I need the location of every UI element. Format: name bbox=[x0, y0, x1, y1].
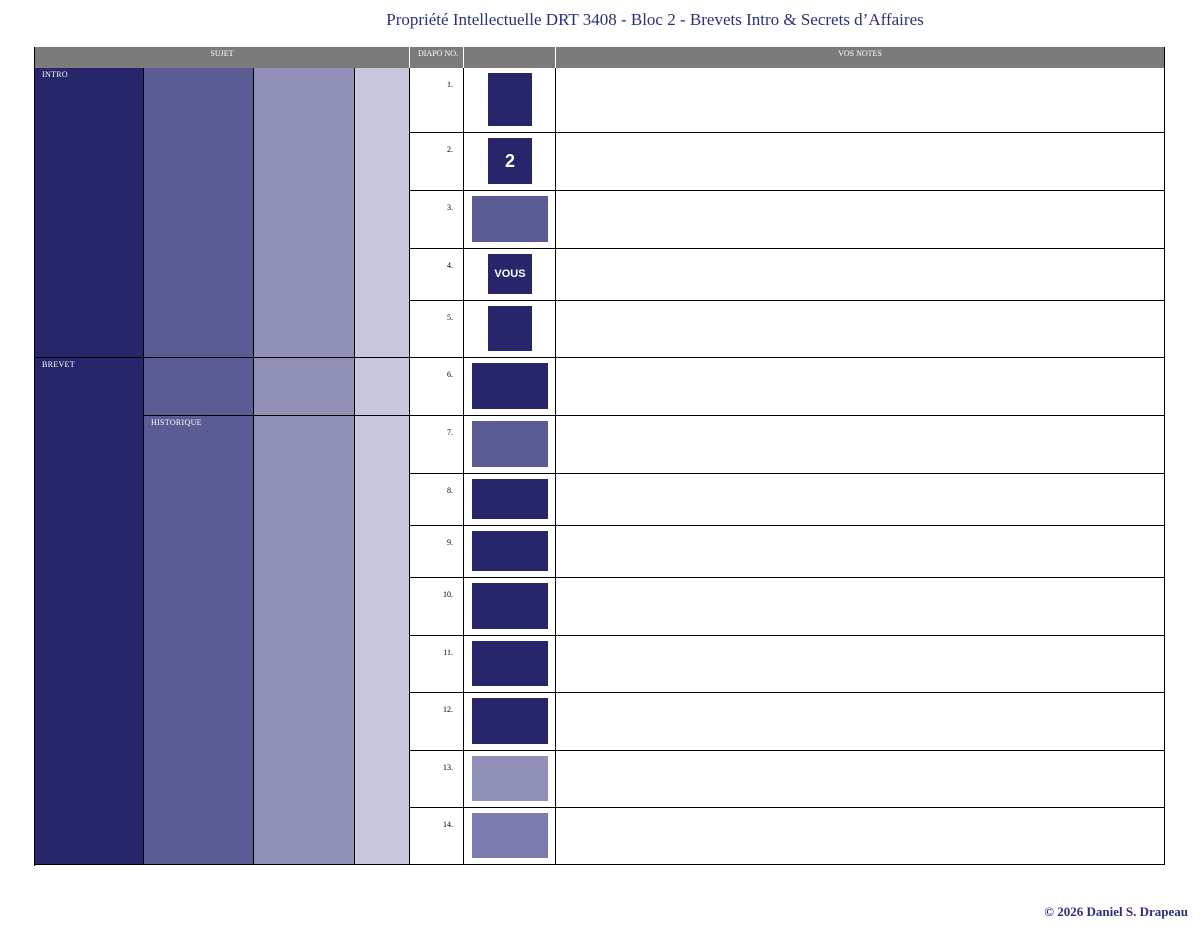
thumbnail-cell bbox=[464, 526, 556, 578]
slide-thumbnail bbox=[472, 363, 548, 409]
subject-cell bbox=[355, 358, 410, 416]
notes-cell bbox=[556, 191, 1165, 249]
slide-number: 2. bbox=[410, 133, 464, 191]
slide-number: 5. bbox=[410, 301, 464, 358]
notes-cell bbox=[556, 693, 1165, 751]
notes-cell bbox=[556, 68, 1165, 133]
slide-thumbnail bbox=[472, 813, 548, 858]
slide-number: 10. bbox=[410, 578, 464, 636]
slide-number: 9. bbox=[410, 526, 464, 578]
header-cell bbox=[464, 47, 556, 68]
thumbnail-cell bbox=[464, 693, 556, 751]
thumbnail-cell bbox=[464, 808, 556, 865]
subject-cell: BREVET bbox=[35, 358, 144, 865]
thumbnail-cell bbox=[464, 133, 556, 191]
thumbnail-cell bbox=[464, 301, 556, 358]
slide-number: 6. bbox=[410, 358, 464, 416]
thumbnail-cell bbox=[464, 249, 556, 301]
notes-cell bbox=[556, 751, 1165, 808]
slide-thumbnail: 2 bbox=[488, 138, 532, 184]
slide-thumbnail bbox=[488, 73, 532, 126]
title: Propriété Intellectuelle DRT 3408 - Bloc… bbox=[386, 10, 924, 29]
slide-number: 7. bbox=[410, 416, 464, 474]
thumbnail-cell bbox=[464, 416, 556, 474]
slide-thumbnail bbox=[472, 698, 548, 744]
slide-thumbnail bbox=[472, 196, 548, 242]
subject-cell bbox=[254, 416, 355, 865]
subject-cell bbox=[144, 358, 254, 416]
notes-cell bbox=[556, 808, 1165, 865]
thumbnail-cell bbox=[464, 578, 556, 636]
slide-number: 4. bbox=[410, 249, 464, 301]
slide-thumbnail bbox=[472, 479, 548, 519]
notes-cell bbox=[556, 578, 1165, 636]
notes-cell bbox=[556, 416, 1165, 474]
header-cell: SUJET bbox=[35, 47, 410, 68]
thumbnail-cell bbox=[464, 191, 556, 249]
subject-cell: HISTORIQUE bbox=[144, 416, 254, 865]
slide-thumbnail bbox=[488, 306, 532, 351]
subject-cell bbox=[355, 68, 410, 358]
slide-thumbnail bbox=[472, 641, 548, 686]
slide-number: 14. bbox=[410, 808, 464, 865]
notes-cell bbox=[556, 133, 1165, 191]
subject-cell: INTRO bbox=[35, 68, 144, 358]
table: SUJET DIAPO NO. VOS NOTES INTRO BREVET HISTOR… bbox=[34, 47, 1165, 866]
header-cell: VOS NOTES bbox=[556, 47, 1165, 68]
slide-number: 13. bbox=[410, 751, 464, 808]
slide-thumbnail bbox=[472, 421, 548, 467]
thumbnail-cell bbox=[464, 636, 556, 693]
slide-thumbnail bbox=[472, 531, 548, 571]
slide-thumbnail: VOUS bbox=[488, 254, 532, 294]
notes-cell bbox=[556, 636, 1165, 693]
notes-cell bbox=[556, 301, 1165, 358]
slide-number: 3. bbox=[410, 191, 464, 249]
slide-number: 12. bbox=[410, 693, 464, 751]
slide-number: 8. bbox=[410, 474, 464, 526]
notes-cell bbox=[556, 358, 1165, 416]
notes-cell bbox=[556, 474, 1165, 526]
subject-cell bbox=[355, 416, 410, 865]
subject-cell bbox=[144, 68, 254, 358]
thumbnail-cell bbox=[464, 751, 556, 808]
header-cell: DIAPO NO. bbox=[410, 47, 464, 68]
subject-cell bbox=[254, 68, 355, 358]
thumbnail-cell bbox=[464, 474, 556, 526]
slide-thumbnail bbox=[472, 583, 548, 629]
slide-number: 1. bbox=[410, 68, 464, 133]
thumbnail-cell bbox=[464, 68, 556, 133]
thumbnail-cell bbox=[464, 358, 556, 416]
slide-thumbnail bbox=[472, 756, 548, 801]
footer: © 2026 Daniel S. Drapeau bbox=[1044, 904, 1188, 919]
notes-cell bbox=[556, 249, 1165, 301]
notes-cell bbox=[556, 526, 1165, 578]
slide-number: 11. bbox=[410, 636, 464, 693]
subject-cell bbox=[254, 358, 355, 416]
